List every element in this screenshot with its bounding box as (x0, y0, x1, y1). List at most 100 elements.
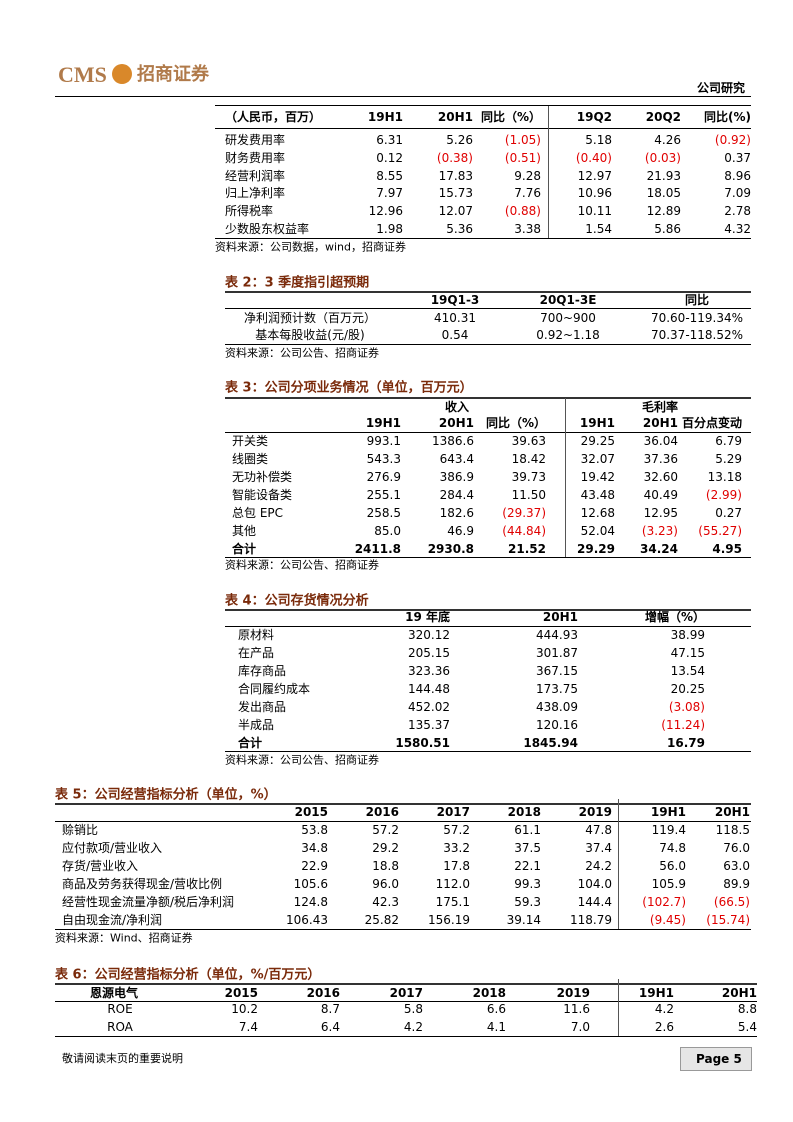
table-cell: 5.26 (446, 133, 473, 147)
table-cell: 40.49 (643, 488, 678, 502)
table-cell: 70.60-119.34% (650, 311, 744, 325)
row-label: 总包 EPC (232, 506, 284, 520)
table-cell: 993.1 (366, 434, 401, 448)
column-header: 同比（%） (485, 416, 546, 430)
table-cell: 5.18 (585, 133, 612, 147)
logo-icon (112, 64, 132, 84)
table-cell: (15.74) (706, 913, 750, 927)
table-cell: 119.4 (651, 823, 686, 837)
table-title: 表 6：公司经营指标分析（单位，%/百万元） (55, 967, 321, 983)
table-cell: 438.09 (536, 700, 578, 714)
source-note: 资料来源：Wind、招商证券 (55, 931, 193, 945)
column-header: 20H1 (642, 416, 678, 430)
table-cell: 12.97 (577, 168, 612, 183)
corner-label: 恩源电气 (90, 986, 139, 1000)
table-cell: 7.09 (724, 186, 751, 201)
row-label: 原材料 (238, 628, 275, 642)
table-cell: 4.2 (403, 1020, 423, 1034)
group-header: 毛利率 (641, 400, 679, 414)
row-label: ROE (107, 1002, 133, 1016)
table-cell: 33.2 (443, 841, 470, 855)
row-label: 智能设备类 (232, 488, 293, 502)
row-label: 应付款项/营业收入 (62, 841, 163, 855)
table-cell: (102.7) (642, 895, 686, 909)
table-cell: 0.92~1.18 (536, 328, 600, 342)
column-header: 19Q2 (576, 110, 612, 124)
table-cell: (3.23) (641, 524, 678, 538)
column-header: 同比(%) (704, 110, 751, 124)
row-label: 赊销比 (62, 823, 99, 837)
table-cell: 8.55 (376, 168, 403, 183)
table-cell: 29.25 (580, 434, 615, 448)
column-header: 19H1 (650, 805, 686, 819)
table-cell: 1386.6 (432, 434, 474, 448)
table-cell: 39.14 (506, 913, 541, 927)
column-header: 2018 (472, 986, 506, 1000)
source-note: 资料来源：公司数据，wind，招商证券 (215, 240, 407, 254)
table-cell: 173.75 (536, 682, 578, 696)
table-cell: 22.9 (301, 859, 328, 873)
row-label: 经营性现金流量净额/税后净利润 (62, 895, 235, 909)
table-top-rule (55, 803, 751, 805)
table-bottom-rule (225, 344, 751, 345)
table-cell: 301.87 (536, 646, 578, 660)
table-cell: 89.9 (723, 877, 750, 891)
group-header: 收入 (444, 400, 470, 414)
table-cell: 43.48 (580, 488, 615, 502)
table-cell: 99.3 (514, 877, 541, 891)
logo: CMS (58, 62, 107, 87)
column-header: 19H1 (367, 110, 403, 124)
column-header: 2016 (365, 805, 399, 819)
table-top-rule (215, 105, 751, 106)
row-label: 商品及劳务获得现金/营收比例 (62, 877, 223, 891)
column-separator (565, 398, 566, 557)
table-cell: 36.04 (643, 434, 678, 448)
table-cell: (2.99) (705, 488, 742, 502)
total-label: 合计 (238, 736, 263, 750)
table-cell: 20.25 (670, 682, 705, 696)
table-cell: 85.0 (374, 524, 401, 538)
table-cell: (0.88) (504, 204, 541, 219)
table-cell: (0.38) (436, 150, 473, 165)
column-header: 20H1 (714, 805, 750, 819)
total-cell: 2411.8 (354, 542, 401, 556)
table-cell: 34.8 (301, 841, 328, 855)
table-cell: 61.1 (514, 823, 541, 837)
table-cell: 53.8 (301, 823, 328, 837)
table-cell: 18.05 (646, 186, 681, 201)
total-cell: 29.29 (577, 542, 615, 556)
header-rule (215, 128, 751, 129)
table-cell: (11.24) (661, 718, 705, 732)
row-label: 线圈类 (232, 452, 269, 466)
table-cell: 17.8 (443, 859, 470, 873)
section: 公司研究 (696, 81, 745, 95)
table-bottom-rule (225, 557, 751, 558)
header-rule (55, 1001, 757, 1002)
table-cell: (29.37) (502, 506, 546, 520)
table-cell: 57.2 (443, 823, 470, 837)
column-header: 19H1 (365, 416, 401, 430)
table-cell: 24.2 (585, 859, 612, 873)
table-cell: (55.27) (698, 524, 742, 538)
table-top-rule (55, 983, 757, 985)
row-label: 无功补偿类 (232, 470, 293, 484)
table-bottom-rule (55, 1036, 757, 1037)
table-cell: 323.36 (408, 664, 450, 678)
table-cell: 12.89 (646, 204, 681, 219)
source-note: 资料来源：公司公告、招商证券 (225, 753, 379, 767)
row-label: 库存商品 (238, 664, 287, 678)
row-label: 在产品 (238, 646, 275, 660)
column-header: 增幅（%） (644, 610, 705, 624)
row-label: ROA (107, 1020, 133, 1034)
table-cell: 8.7 (320, 1002, 340, 1016)
table-cell: 0.37 (724, 150, 751, 165)
table-cell: 37.5 (514, 841, 541, 855)
table-cell: 25.82 (364, 913, 399, 927)
row-label: 半成品 (238, 718, 275, 732)
table-cell: 156.19 (428, 913, 470, 927)
table-cell: 6.6 (486, 1002, 506, 1016)
column-header: 19H1 (579, 416, 615, 430)
table-cell: 7.97 (376, 186, 403, 201)
column-separator (618, 979, 619, 1036)
table-cell: 37.36 (643, 452, 678, 466)
